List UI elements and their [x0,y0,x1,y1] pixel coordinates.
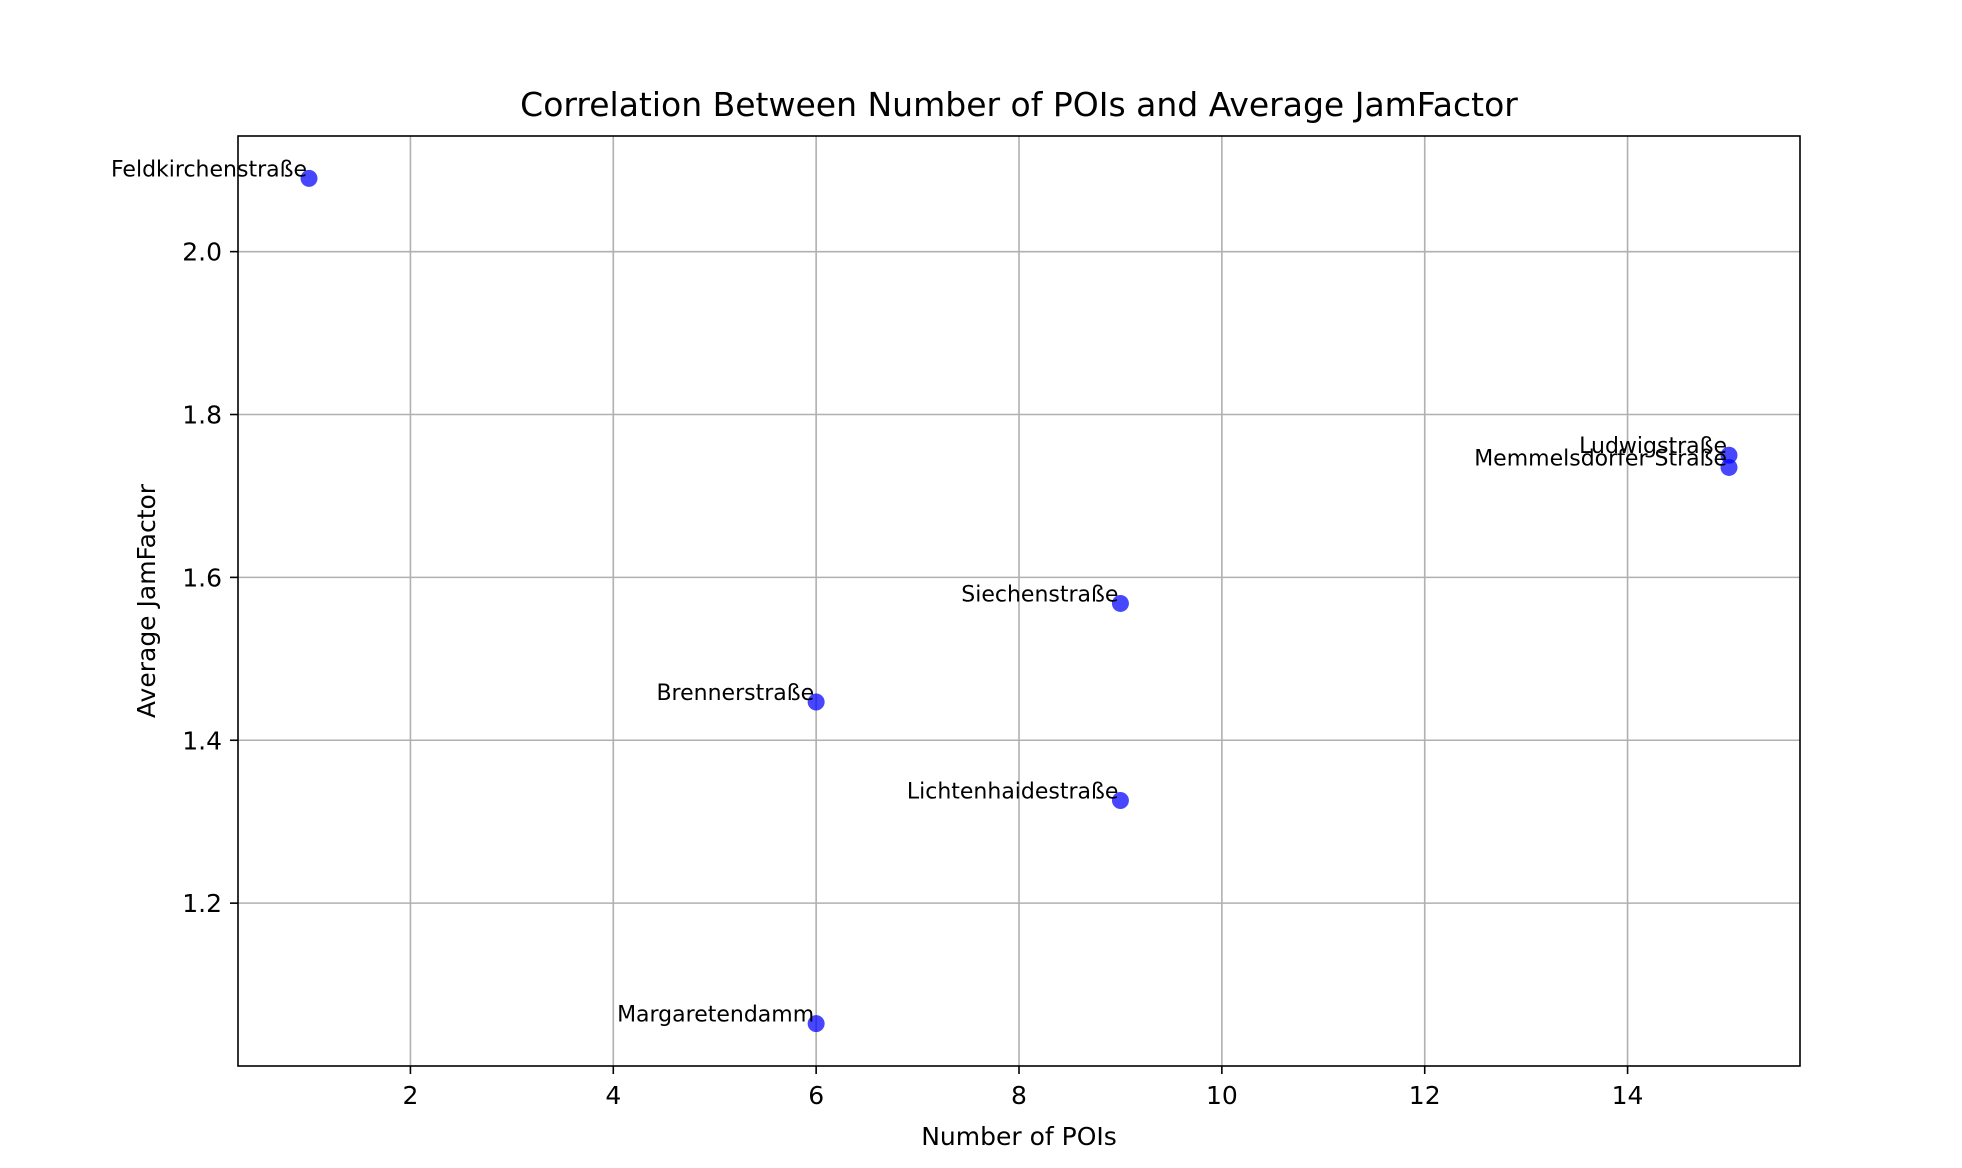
data-point [1720,446,1738,464]
data-point [807,693,825,711]
y-axis-label: Average JamFactor [132,483,161,718]
y-tick-label: 1.4 [182,726,222,755]
x-tick-label: 4 [605,1081,621,1110]
x-axis-label: Number of POIs [921,1122,1117,1151]
data-point-label: Memmelsdorfer Straße [1474,446,1727,471]
data-point [1720,458,1738,476]
x-tick-label: 14 [1612,1081,1644,1110]
grid-layer [238,136,1800,1066]
x-tick-label: 10 [1206,1081,1238,1110]
y-tick-label: 2.0 [182,238,222,267]
x-tick-label: 6 [808,1081,824,1110]
x-tick-label: 12 [1409,1081,1441,1110]
x-tick-label: 2 [402,1081,418,1110]
data-point-label: Feldkirchenstraße [111,157,307,182]
x-tick-label: 8 [1011,1081,1027,1110]
data-point [807,1015,825,1033]
ticks-layer: 2 4 6 8 10 12 14 1.2 1.4 1.6 1.8 2.0 [182,238,1643,1110]
data-point-label: Lichtenhaidestraße [907,780,1119,805]
data-point-label: Brennerstraße [656,681,814,706]
data-point [1111,792,1129,810]
data-point [300,169,318,187]
data-point [1111,594,1129,612]
y-tick-label: 1.8 [182,401,222,430]
data-point-label: Ludwigstraße [1579,434,1727,459]
point-labels-layer: Feldkirchenstraße LudwigstraßeMemmelsdorf… [111,157,1727,1027]
chart-title: Correlation Between Number of POIs and A… [520,85,1518,124]
y-tick-label: 1.2 [182,889,222,918]
y-tick-label: 1.6 [182,563,222,592]
data-point-label: Siechenstraße [961,582,1118,607]
points-layer [300,169,1738,1033]
data-point-label: Margaretendamm [617,1003,814,1028]
